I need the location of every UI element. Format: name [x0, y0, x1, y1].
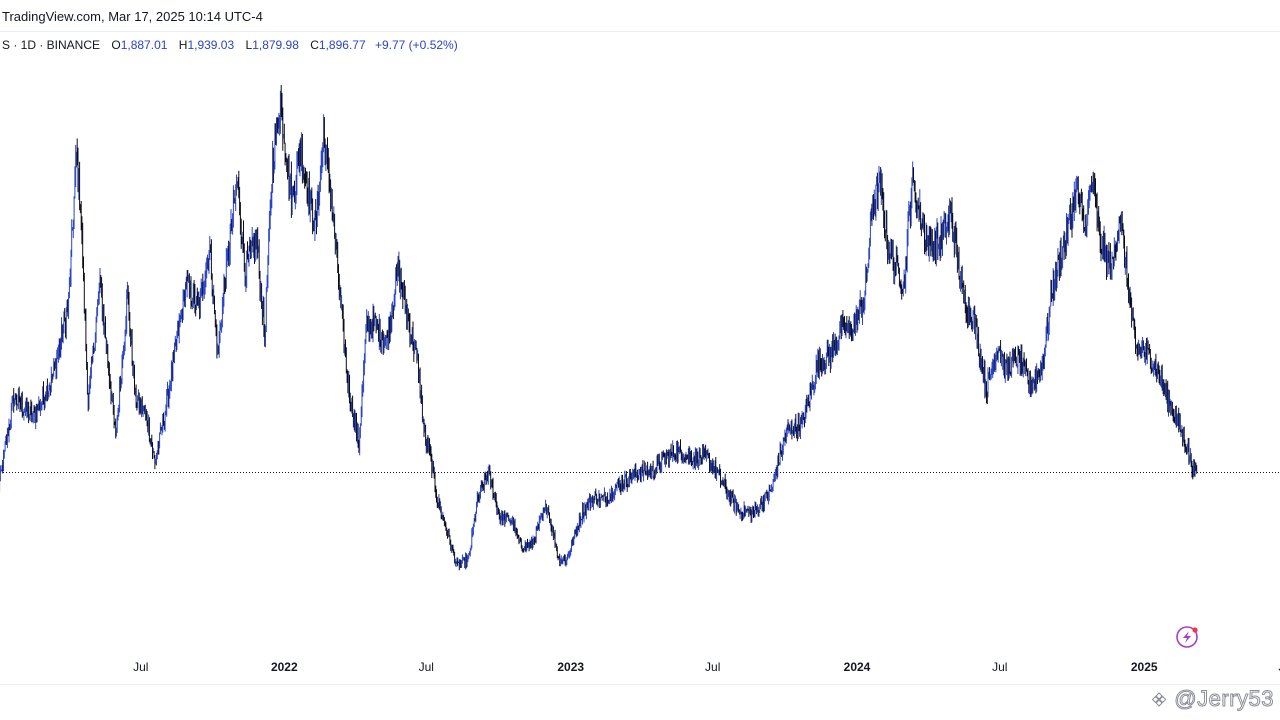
x-tick-label: 2022 — [271, 660, 298, 674]
x-tick-label: Jul — [133, 660, 148, 674]
top-bar: TradingView.com, Mar 17, 2025 10:14 UTC-… — [0, 0, 1280, 32]
site-title: TradingView.com, Mar 17, 2025 10:14 UTC-… — [2, 9, 263, 24]
symbol-label[interactable]: S · 1D · BINANCE — [2, 38, 101, 52]
candles-group — [0, 84, 1198, 571]
x-tick-label: 2025 — [1131, 660, 1158, 674]
x-tick-label: Jul — [705, 660, 720, 674]
open-value: 1,887.01 — [120, 38, 168, 52]
lightning-icon[interactable] — [1176, 626, 1198, 648]
x-tick-label: Jul — [992, 660, 1007, 674]
price-chart[interactable]: Jul 2022 Jul 2023 Jul 2024 Jul 2025 Jul — [0, 0, 1280, 684]
close-key: C — [310, 38, 319, 52]
binance-diamond-icon: ❖ — [1151, 690, 1168, 711]
x-tick-label: 2023 — [557, 660, 584, 674]
x-tick-label: Jul — [419, 660, 434, 674]
low-key: L — [245, 38, 253, 52]
low-value: 1,879.98 — [252, 38, 299, 52]
x-tick-label: Jul — [1278, 660, 1280, 674]
watermark: ❖ @Jerry53 — [1151, 686, 1274, 712]
change-value: +9.77 (+0.52%) — [374, 38, 458, 52]
watermark-text: @Jerry53 — [1174, 686, 1274, 712]
x-axis: Jul 2022 Jul 2023 Jul 2024 Jul 2025 Jul — [133, 660, 1280, 674]
x-tick-label: 2024 — [844, 660, 871, 674]
close-value: 1,896.77 — [318, 38, 366, 52]
high-value: 1,939.03 — [187, 38, 235, 52]
open-key: O — [111, 38, 121, 52]
x-axis-border — [0, 684, 1280, 685]
ohlc-legend: S · 1D · BINANCE O1,887.01 H1,939.03 L1,… — [2, 38, 458, 52]
high-key: H — [178, 38, 188, 52]
